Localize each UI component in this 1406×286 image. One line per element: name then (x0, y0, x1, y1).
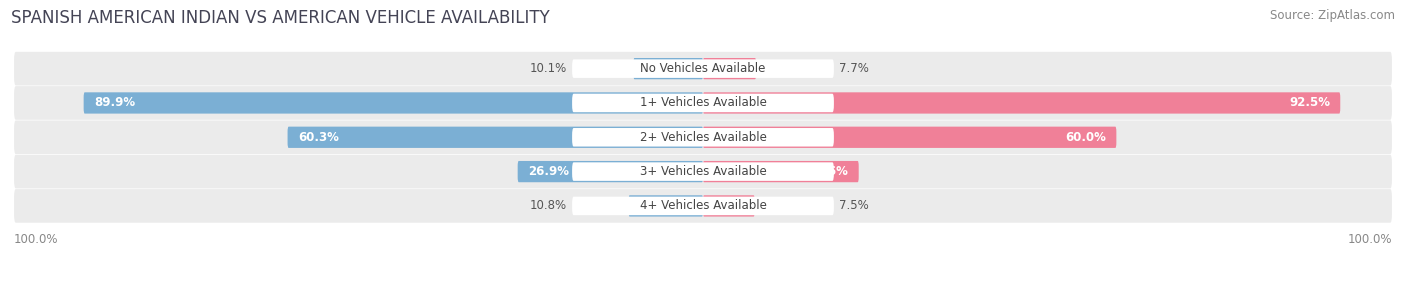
FancyBboxPatch shape (572, 197, 834, 215)
FancyBboxPatch shape (572, 94, 834, 112)
FancyBboxPatch shape (14, 52, 1392, 86)
FancyBboxPatch shape (703, 195, 755, 217)
FancyBboxPatch shape (703, 92, 1340, 114)
Text: 1+ Vehicles Available: 1+ Vehicles Available (640, 96, 766, 110)
FancyBboxPatch shape (628, 195, 703, 217)
Text: 92.5%: 92.5% (1289, 96, 1330, 110)
FancyBboxPatch shape (572, 128, 834, 146)
Text: 10.8%: 10.8% (530, 199, 567, 212)
FancyBboxPatch shape (14, 189, 1392, 223)
FancyBboxPatch shape (14, 120, 1392, 154)
FancyBboxPatch shape (703, 127, 1116, 148)
Text: 26.9%: 26.9% (529, 165, 569, 178)
FancyBboxPatch shape (572, 59, 834, 78)
Text: 100.0%: 100.0% (14, 233, 59, 246)
Text: 10.1%: 10.1% (529, 62, 567, 75)
FancyBboxPatch shape (83, 92, 703, 114)
Text: 7.7%: 7.7% (839, 62, 869, 75)
Text: 60.0%: 60.0% (1066, 131, 1107, 144)
Text: Source: ZipAtlas.com: Source: ZipAtlas.com (1270, 9, 1395, 21)
Text: 60.3%: 60.3% (298, 131, 339, 144)
Text: 2+ Vehicles Available: 2+ Vehicles Available (640, 131, 766, 144)
Text: 89.9%: 89.9% (94, 96, 135, 110)
Text: SPANISH AMERICAN INDIAN VS AMERICAN VEHICLE AVAILABILITY: SPANISH AMERICAN INDIAN VS AMERICAN VEHI… (11, 9, 550, 27)
Text: 100.0%: 100.0% (1347, 233, 1392, 246)
FancyBboxPatch shape (703, 58, 756, 79)
FancyBboxPatch shape (14, 155, 1392, 188)
FancyBboxPatch shape (517, 161, 703, 182)
Text: 22.6%: 22.6% (807, 165, 848, 178)
FancyBboxPatch shape (14, 86, 1392, 120)
FancyBboxPatch shape (572, 162, 834, 181)
FancyBboxPatch shape (703, 161, 859, 182)
FancyBboxPatch shape (634, 58, 703, 79)
Text: 3+ Vehicles Available: 3+ Vehicles Available (640, 165, 766, 178)
FancyBboxPatch shape (288, 127, 703, 148)
Text: 7.5%: 7.5% (839, 199, 869, 212)
Text: 4+ Vehicles Available: 4+ Vehicles Available (640, 199, 766, 212)
Text: No Vehicles Available: No Vehicles Available (640, 62, 766, 75)
